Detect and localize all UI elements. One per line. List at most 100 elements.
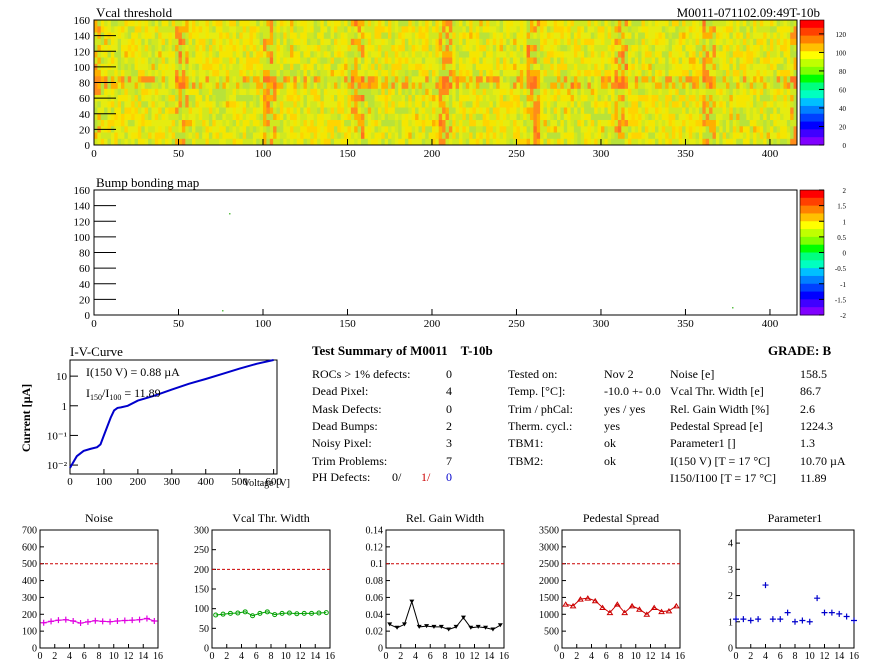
- data-point: [213, 612, 219, 618]
- x-tick-label: 16: [325, 651, 335, 662]
- roc-tile: [181, 82, 271, 146]
- summary-label: Vcal Thr. Width [e]: [670, 384, 764, 399]
- y-tick-label: 2500: [539, 559, 559, 570]
- data-point: [143, 615, 150, 622]
- data-point: [99, 618, 106, 625]
- x-tick-label: 8: [97, 651, 102, 662]
- summary-value: 1224.3: [800, 418, 833, 433]
- x-tick-label: 16: [499, 651, 509, 662]
- data-point: [562, 601, 570, 607]
- y-tick-label: 3: [728, 565, 733, 576]
- x-tick-label: 150: [339, 318, 356, 330]
- y-tick-label: 500: [22, 559, 37, 570]
- palette-tick-label: -1.5: [835, 296, 847, 304]
- y-tick-label: 4: [728, 539, 733, 550]
- data-point: [107, 618, 114, 625]
- iv-x-tick: 600: [265, 476, 282, 488]
- summary-label: I(150 V) [T = 17 °C]: [670, 453, 771, 468]
- iv-curve-panel: I-V-Curve 0 100 200 300 400 500 600 10 1 10⁻¹ 10⁻²…: [19, 344, 290, 489]
- x-tick-label: 16: [153, 651, 163, 662]
- bump-palette: -2 -1.5 -1 -0.5 0 0.5 1 1.5 2: [799, 187, 847, 320]
- data-point: [650, 604, 658, 611]
- chart-title: Rel. Gain Width: [406, 511, 484, 525]
- data-point: [483, 625, 489, 630]
- y-tick-label: 300: [194, 526, 209, 537]
- y-tick-label: 200: [194, 565, 209, 576]
- summary-value: 10.70 µA: [800, 453, 846, 468]
- data-point: [84, 618, 91, 625]
- bump-dot: [222, 310, 224, 312]
- data-point: [843, 613, 850, 620]
- data-point: [636, 606, 643, 612]
- palette-tick-label: 0: [843, 142, 847, 150]
- data-point: [151, 618, 158, 625]
- data-point: [264, 609, 270, 615]
- data-point: [309, 610, 315, 616]
- vcal-map-title: Vcal threshold: [96, 5, 173, 20]
- x-tick-label: 6: [428, 651, 433, 662]
- grade-label: GRADE: B: [768, 343, 832, 358]
- data-point: [733, 616, 739, 623]
- x-tick-label: 100: [255, 148, 272, 160]
- x-tick-label: 2: [574, 651, 579, 662]
- summary-value: 0: [446, 401, 452, 416]
- data-point: [628, 602, 636, 609]
- series-line: [43, 617, 155, 624]
- data-point: [814, 595, 821, 602]
- data-point: [242, 609, 248, 615]
- data-point: [643, 611, 651, 617]
- data-point: [387, 622, 393, 627]
- bump-bonding-map: Bump bonding map 0 50 100 150 200 250 300 350 40…: [74, 175, 847, 330]
- x-tick-label: 12: [124, 651, 134, 662]
- x-tick-label: 6: [778, 651, 783, 662]
- data-point: [40, 619, 47, 626]
- data-point: [851, 617, 857, 624]
- x-tick-label: 14: [484, 651, 494, 662]
- y-tick-label: 0.08: [366, 576, 384, 587]
- summary-value: 11.89: [800, 470, 827, 485]
- data-point: [438, 624, 444, 629]
- ph-value-0: 0/: [392, 470, 402, 484]
- x-tick-label: 10: [281, 651, 291, 662]
- data-point: [577, 596, 584, 602]
- data-point: [613, 601, 621, 607]
- y-tick-label: 40: [79, 279, 91, 291]
- summary-value: -10.0 +- 0.0: [604, 384, 661, 399]
- y-tick-label: 500: [544, 627, 559, 638]
- x-tick-label: 8: [619, 651, 624, 662]
- y-tick-label: 2000: [539, 576, 559, 587]
- data-point: [227, 610, 233, 616]
- data-point: [301, 610, 307, 616]
- summary-temp-tag: T-10b: [460, 343, 493, 358]
- data-point: [672, 602, 680, 609]
- data-point: [468, 625, 474, 630]
- x-tick-label: 2: [748, 651, 753, 662]
- summary-value: 3: [446, 436, 452, 451]
- bump-dot: [732, 307, 734, 309]
- x-tick-label: 10: [805, 651, 815, 662]
- data-point: [799, 617, 806, 624]
- data-point: [323, 610, 329, 616]
- roc-tile: [357, 20, 446, 83]
- summary-value: Nov 2: [604, 367, 634, 381]
- iv-y-tick: 10⁻²: [47, 460, 68, 472]
- data-point: [453, 624, 459, 629]
- summary-value: 0: [446, 367, 452, 381]
- y-tick-label: 0: [32, 644, 37, 655]
- summary-row-right: Rel. Gain Width [%] 2.6: [670, 402, 815, 417]
- data-point: [220, 611, 226, 617]
- summary-title: Test Summary of M0011 T-10b: [312, 343, 493, 359]
- y-tick-label: 60: [79, 93, 91, 105]
- data-point: [792, 618, 798, 625]
- summary-row-right: Vcal Thr. Width [e] 86.7: [670, 384, 821, 399]
- series-line: [215, 611, 327, 617]
- iv-x-tick: 200: [130, 476, 147, 488]
- roc-tile: [709, 20, 798, 83]
- x-tick-label: 0: [91, 148, 97, 160]
- module-id: M0011-071102.09:49T-10b: [677, 5, 820, 20]
- x-tick-label: 150: [339, 148, 356, 160]
- y-tick-label: 0.06: [366, 593, 384, 604]
- summary-row-middle: Trim / phCal: yes / yes: [508, 402, 645, 417]
